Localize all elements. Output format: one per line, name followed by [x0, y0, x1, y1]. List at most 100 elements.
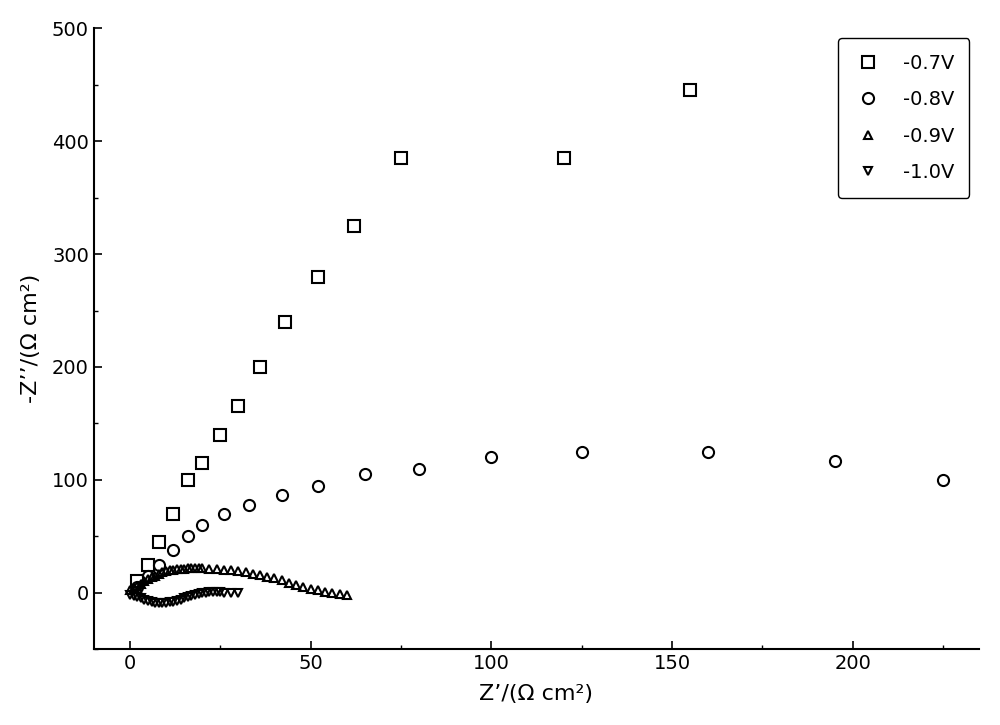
-0.9V: [149, 571, 161, 580]
-0.9V: [334, 589, 346, 598]
-0.9V: [135, 579, 147, 588]
-0.8V: [167, 545, 179, 554]
-0.8V: [702, 447, 714, 456]
-0.8V: [131, 583, 143, 592]
-0.8V: [312, 481, 324, 490]
-0.7V: [167, 510, 179, 518]
-0.7V: [558, 154, 570, 162]
-0.7V: [279, 318, 291, 326]
Line: -0.7V: -0.7V: [132, 79, 949, 587]
-1.0V: [124, 591, 136, 600]
-0.9V: [203, 565, 215, 573]
-1.0V: [142, 596, 154, 605]
-1.0V: [218, 589, 230, 597]
-0.7V: [254, 362, 266, 371]
-0.9V: [138, 577, 150, 586]
-1.0V: [225, 589, 237, 597]
Line: -1.0V: -1.0V: [126, 587, 243, 607]
-0.9V: [305, 585, 317, 594]
-0.9V: [319, 587, 331, 596]
-1.0V: [175, 595, 187, 604]
-0.9V: [171, 565, 183, 573]
-0.9V: [326, 589, 338, 597]
-1.0V: [149, 599, 161, 608]
-1.0V: [185, 592, 197, 600]
-0.9V: [283, 579, 295, 587]
-0.8V: [829, 456, 841, 465]
-0.9V: [153, 569, 165, 578]
-0.7V: [214, 431, 226, 439]
-0.7V: [153, 538, 165, 547]
-1.0V: [189, 591, 201, 600]
-0.8V: [153, 560, 165, 569]
-1.0V: [214, 587, 226, 596]
-0.7V: [312, 273, 324, 281]
-0.9V: [146, 573, 158, 581]
-1.0V: [167, 597, 179, 606]
-0.9V: [142, 575, 154, 584]
-0.7V: [182, 476, 194, 484]
-0.7V: [684, 86, 696, 95]
-0.9V: [175, 565, 187, 573]
-0.8V: [276, 490, 288, 499]
-0.7V: [937, 80, 949, 89]
-0.9V: [290, 581, 302, 589]
-1.0V: [200, 589, 212, 597]
-1.0V: [178, 594, 190, 602]
-0.8V: [937, 476, 949, 484]
-1.0V: [196, 589, 208, 597]
-1.0V: [160, 599, 172, 608]
-0.9V: [254, 571, 266, 579]
-0.9V: [240, 568, 252, 577]
-0.8V: [413, 464, 425, 473]
-1.0V: [156, 599, 168, 608]
-0.8V: [196, 521, 208, 529]
-1.0V: [138, 595, 150, 604]
Legend: -0.7V, -0.8V, -0.9V, -1.0V: -0.7V, -0.8V, -0.9V, -1.0V: [838, 38, 969, 198]
-1.0V: [146, 597, 158, 606]
-0.9V: [160, 567, 172, 576]
-0.7V: [348, 222, 360, 231]
-0.9V: [131, 581, 143, 590]
X-axis label: Z’/(Ω cm²): Z’/(Ω cm²): [479, 684, 593, 704]
-1.0V: [193, 589, 205, 598]
-0.9V: [341, 591, 353, 600]
-0.9V: [128, 584, 140, 592]
-1.0V: [203, 587, 215, 596]
-0.8V: [576, 447, 588, 456]
-1.0V: [131, 593, 143, 602]
-0.7V: [395, 154, 407, 162]
-0.7V: [131, 577, 143, 586]
-0.9V: [156, 568, 168, 577]
-1.0V: [171, 596, 183, 605]
-1.0V: [232, 589, 244, 597]
-0.9V: [193, 563, 205, 572]
-0.9V: [297, 583, 309, 592]
-0.7V: [142, 560, 154, 569]
-0.9V: [247, 569, 259, 578]
-0.9V: [124, 586, 136, 594]
-1.0V: [211, 587, 223, 596]
-0.8V: [218, 510, 230, 518]
Line: -0.9V: -0.9V: [126, 564, 351, 599]
-0.9V: [268, 573, 280, 582]
-0.9V: [276, 576, 288, 584]
-0.9V: [167, 566, 179, 574]
-0.9V: [225, 566, 237, 574]
-0.9V: [185, 563, 197, 572]
-1.0V: [153, 599, 165, 608]
-1.0V: [207, 587, 219, 596]
-0.9V: [312, 586, 324, 594]
Y-axis label: -Z’’/(Ω cm²): -Z’’/(Ω cm²): [21, 274, 41, 403]
-0.9V: [211, 565, 223, 573]
-0.9V: [189, 563, 201, 572]
-1.0V: [164, 597, 176, 606]
-0.8V: [182, 532, 194, 541]
-0.7V: [196, 459, 208, 468]
-0.9V: [164, 566, 176, 574]
-0.8V: [359, 470, 371, 478]
-0.9V: [261, 573, 273, 581]
-0.9V: [218, 566, 230, 574]
-0.9V: [182, 563, 194, 572]
-1.0V: [135, 594, 147, 602]
